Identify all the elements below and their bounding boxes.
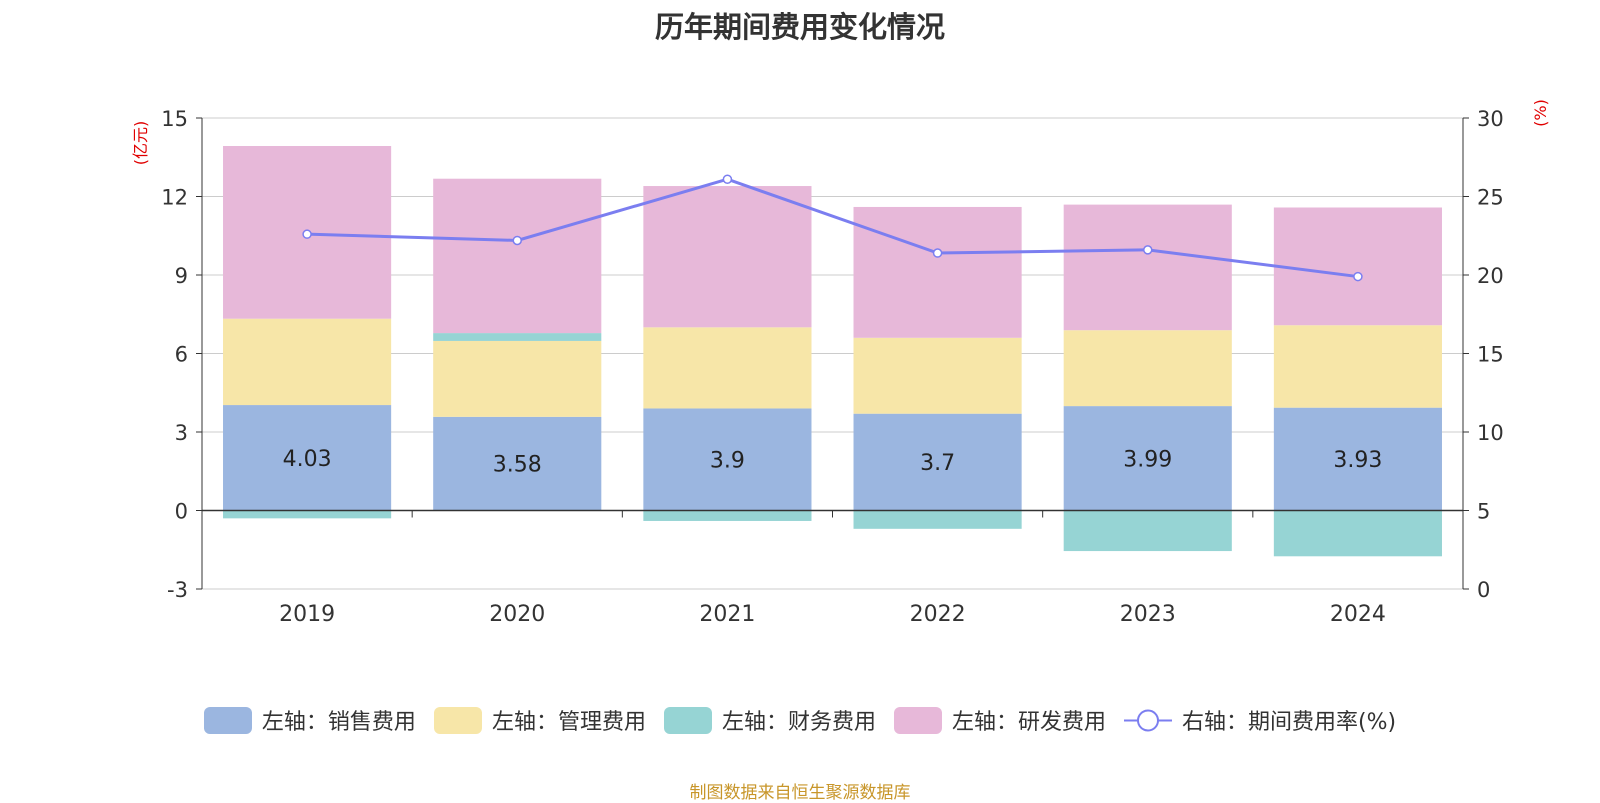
right-axis-tick-label: 5 [1477, 500, 1490, 524]
x-axis-tick-label: 2019 [279, 602, 335, 627]
bar-finance-2024 [1273, 510, 1442, 557]
legend-label-sales: 左轴：销售费用 [261, 710, 416, 735]
data-label-sales: 4.03 [283, 447, 332, 472]
rate-point [1143, 245, 1153, 255]
bar-finance-2022 [853, 510, 1022, 529]
bar-rnd-2024 [1273, 207, 1442, 326]
bar-sales-2019 [223, 405, 392, 511]
left-axis-tick-label: 15 [161, 107, 188, 131]
legend-item-finance[interactable]: 左轴：财务费用 [663, 704, 876, 736]
bar-rnd-2021 [643, 186, 812, 328]
data-label-sales: 3.7 [920, 451, 955, 476]
left-axis-tick-label: 9 [175, 264, 188, 288]
x-axis-tick-label: 2021 [699, 602, 755, 627]
bar-sales-2021 [643, 408, 812, 511]
left-axis-unit: (亿元) [131, 121, 150, 166]
rate-point [722, 174, 733, 184]
x-axis-tick-label: 2022 [910, 602, 966, 627]
bar-admin-2019 [223, 318, 392, 406]
legend-item-admin[interactable]: 左轴：管理费用 [433, 704, 646, 736]
chart-title: 历年期间费用变化情况 [654, 10, 945, 44]
bar-finance-2020 [433, 333, 602, 341]
data-label-sales: 3.9 [710, 448, 745, 473]
right-axis-unit: (%) [1531, 99, 1550, 127]
bar-sales-2022 [853, 413, 1022, 511]
right-axis-tick-label: 30 [1477, 107, 1504, 131]
bar-finance-2019 [223, 510, 392, 519]
bar-admin-2022 [853, 337, 1022, 414]
rate-line-path [307, 177, 1359, 279]
legend-item-sales[interactable]: 左轴：销售费用 [203, 704, 416, 736]
right-axis-tick-label: 15 [1477, 343, 1504, 367]
rate-point [932, 248, 943, 258]
bars [223, 145, 1442, 557]
data-label-sales: 3.58 [493, 453, 542, 478]
bar-finance-2023 [1063, 510, 1232, 552]
x-axis-tick-label: 2020 [489, 602, 545, 627]
legend-swatch-rnd [893, 706, 942, 734]
bar-rnd-2022 [853, 206, 1022, 338]
left-axis-tick-label: 0 [175, 500, 188, 524]
data-label-sales: 3.99 [1123, 447, 1172, 472]
left-axis-tick-label: -3 [167, 578, 188, 602]
rate-point [1353, 271, 1363, 282]
left-axis-tick-label: 3 [175, 421, 188, 445]
bar-admin-2023 [1063, 330, 1232, 407]
x-axis-tick-label: 2023 [1120, 602, 1176, 627]
legend-label-admin: 左轴：管理费用 [491, 710, 646, 735]
bar-finance-2021 [643, 510, 812, 521]
bar-admin-2024 [1273, 325, 1442, 408]
bar-admin-2021 [643, 327, 812, 409]
right-axis-tick-label: 20 [1477, 264, 1504, 288]
chart-canvas: -3 0 3 6 9 12 15 0 5 10 15 20 25 30 (亿元) (%) 2019 2020 202… [131, 99, 1550, 627]
legend-item-rnd[interactable]: 左轴：研发费用 [893, 704, 1106, 736]
source-note: 制图数据来自恒生聚源数据库 [689, 783, 911, 803]
data-labels: 4.03 3.58 3.9 3.7 3.99 3.93 [283, 447, 1383, 478]
left-axis-tick-label: 12 [161, 186, 188, 210]
legend-swatch-admin [433, 706, 482, 734]
x-axis-tick-label: 2024 [1330, 602, 1386, 627]
bar-admin-2020 [433, 340, 602, 417]
right-axis-tick-label: 10 [1477, 421, 1504, 445]
legend-swatch-rate [1123, 709, 1172, 731]
data-label-sales: 3.93 [1333, 448, 1382, 473]
grid-lines [202, 117, 1463, 590]
legend-label-rnd: 左轴：研发费用 [951, 710, 1106, 735]
bar-rnd-2023 [1063, 204, 1232, 331]
axes: -3 0 3 6 9 12 15 0 5 10 15 20 25 30 (亿元) (%) 2019 2020 202… [131, 99, 1550, 627]
legend-label-finance: 左轴：财务费用 [721, 710, 876, 735]
legend-label-rate: 右轴：期间费用率(%) [1181, 710, 1397, 735]
rate-line [302, 174, 1363, 282]
legend: 左轴：销售费用 左轴：管理费用 左轴：财务费用 左轴：研发费用 右轴：期间费用率… [0, 704, 1600, 736]
legend-swatch-finance [663, 706, 712, 734]
bar-rnd-2020 [433, 178, 602, 334]
legend-item-rate[interactable]: 右轴：期间费用率(%) [1123, 704, 1397, 736]
left-axis-tick-label: 6 [175, 343, 188, 367]
right-axis-tick-label: 25 [1477, 186, 1504, 210]
bar-sales-2020 [433, 416, 602, 511]
bar-sales-2023 [1063, 406, 1232, 511]
bar-sales-2024 [1273, 407, 1442, 511]
right-axis-tick-label: 0 [1477, 578, 1490, 602]
rate-point [302, 229, 312, 239]
rate-point [512, 235, 522, 246]
legend-swatch-sales [203, 706, 252, 734]
